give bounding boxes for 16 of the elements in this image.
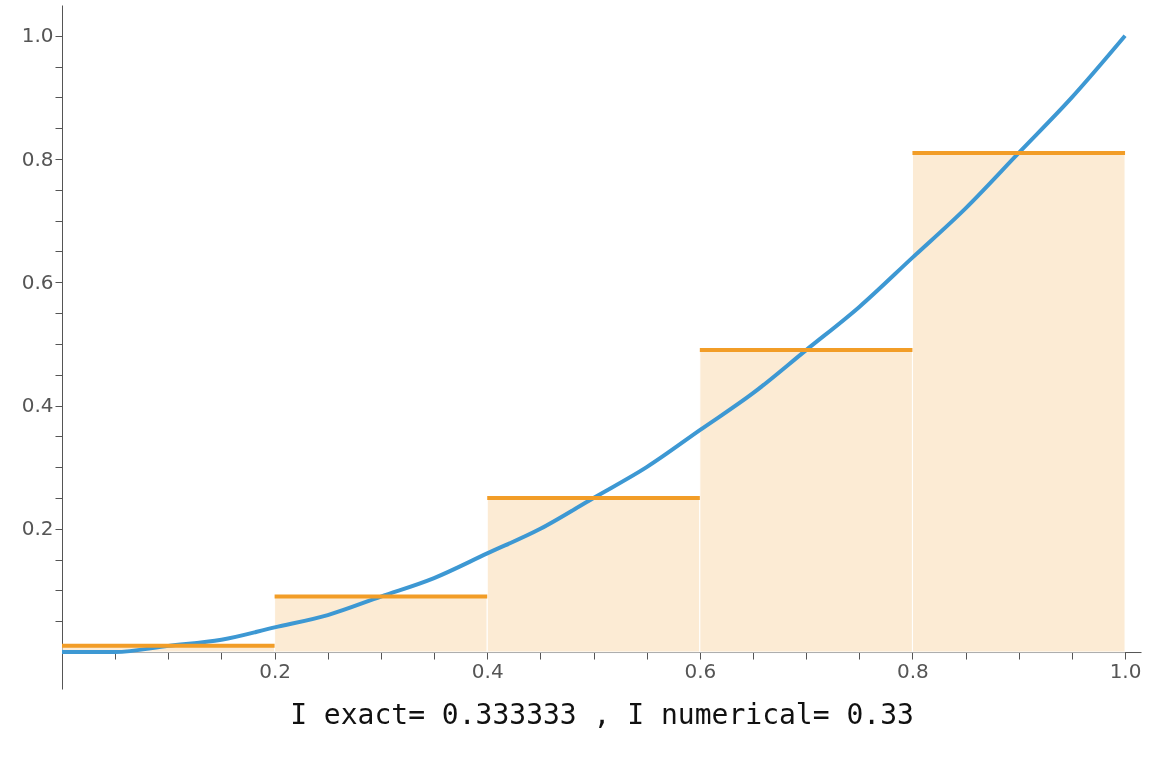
x-tick-label: 0.6	[684, 658, 717, 683]
y-tick-label: 0.6	[21, 269, 54, 294]
x-tick-label: 0.2	[259, 658, 292, 683]
x-tick-label: 1.0	[1109, 658, 1142, 683]
y-tick-label: 0.8	[21, 146, 54, 171]
bar	[486, 497, 701, 653]
y-tick-label: 0.4	[21, 393, 54, 418]
x-tick-label: 0.8	[897, 658, 929, 683]
x-axis-title: I exact= 0.333333 , I numerical= 0.33	[290, 697, 914, 731]
y-tick-label: 0.2	[21, 516, 54, 541]
y-tick-label: 1.0	[21, 23, 54, 48]
bar	[911, 152, 1126, 653]
line-series	[60, 33, 1128, 655]
x-tick-label: 0.4	[471, 658, 504, 683]
bar	[699, 349, 913, 653]
bar	[274, 596, 488, 653]
